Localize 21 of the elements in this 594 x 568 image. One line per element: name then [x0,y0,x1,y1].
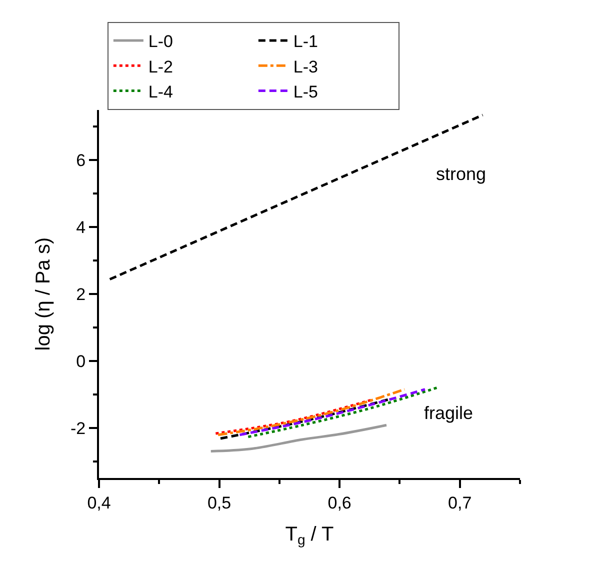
legend-label: L-0 [148,32,173,52]
y-tick-label: -2 [70,418,86,438]
y-axis-title: log (η / Pa s) [32,237,54,351]
legend-label: L-3 [293,57,318,76]
y-tick-label: 0 [76,352,86,371]
y-tick-label: 6 [76,151,86,170]
y-tick-label: 2 [76,284,86,304]
line-series [216,388,406,436]
y-tick-label: 4 [76,218,86,238]
x-tick-label: 0,4 [87,493,111,512]
legend-label: L-1 [293,32,318,52]
x-tick-label: 0,5 [207,493,232,512]
annotation: strong [436,164,486,184]
legend-label: L-2 [148,57,173,76]
legend-label: L-5 [293,82,318,102]
annotation: fragile [424,403,474,423]
x-tick-label: 0,7 [448,493,472,512]
legend-label: L-4 [148,82,173,102]
x-axis-title: T$_{g}$ / T [285,523,334,548]
line-series [210,424,388,452]
x-tick-label: 0,6 [328,493,352,512]
